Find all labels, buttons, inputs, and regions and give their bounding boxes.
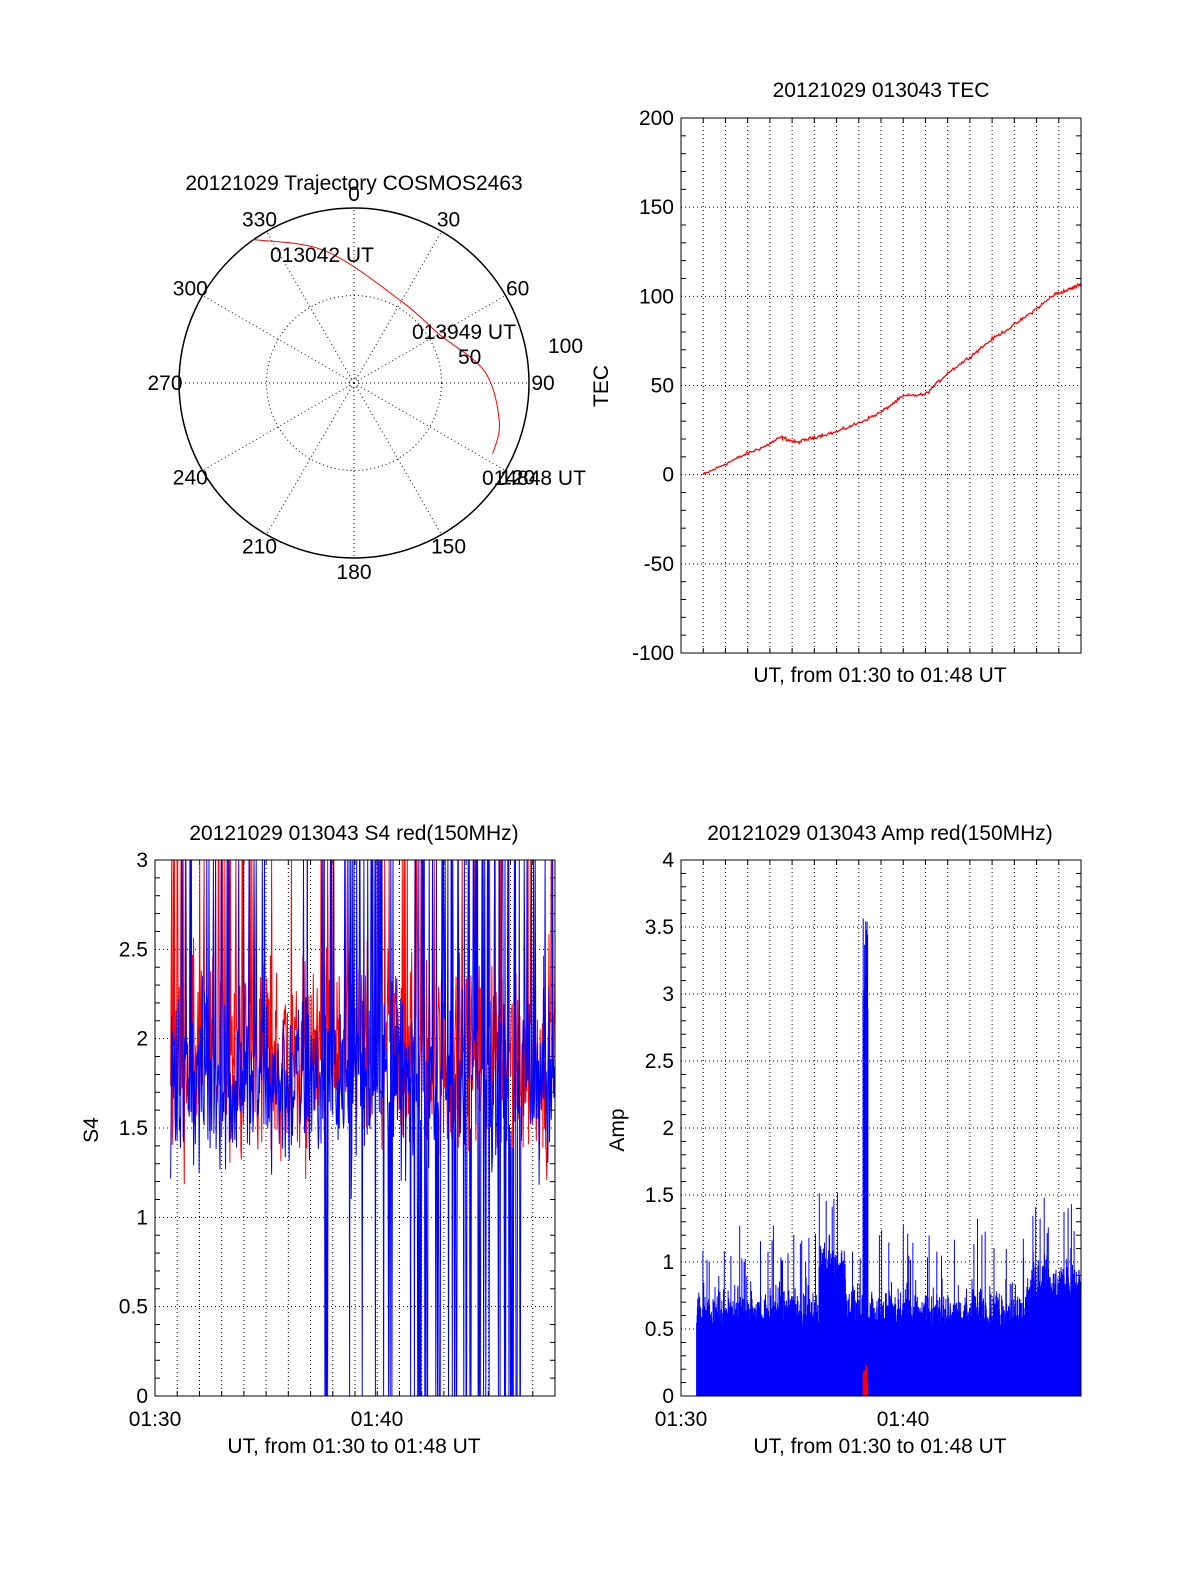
amp-red-series	[862, 1364, 869, 1396]
polar-spoke-150	[353, 382, 442, 535]
y-tick-label: 1.5	[119, 1117, 148, 1140]
polar-azimuth-label-30: 30	[437, 208, 460, 231]
s4-blue-series	[170, 859, 556, 1397]
s4-chart: 20121029 013043 S4 red(150MHz) 0 0.5 1 1.5 2…	[80, 822, 556, 1458]
s4-x-tick-0130: 01:30	[129, 1408, 182, 1431]
y-tick-label: 150	[639, 196, 674, 219]
polar-azimuth-label-210: 210	[242, 536, 277, 559]
trajectory-mid-label: 013949 UT	[412, 321, 516, 344]
y-tick-label: 1	[662, 1251, 674, 1274]
polar-title: 20121029 Trajectory COSMOS2463	[185, 172, 522, 195]
polar-outer-ring	[178, 207, 530, 559]
trajectory-line	[253, 239, 501, 454]
tec-chart: 20121029 013043 TEC -100-50050100150200 …	[590, 79, 1082, 687]
polar-azimuth-label-60: 60	[506, 278, 529, 301]
tec-y-tick-labels: -100 -50 0 50 100 150 200	[632, 107, 674, 665]
tec-title: 20121029 013043 TEC	[773, 79, 990, 102]
polar-grid	[178, 207, 530, 559]
y-tick-label: 1.5	[645, 1184, 674, 1207]
amp-x-tick-0130: 01:30	[655, 1408, 708, 1431]
tec-x-label: UT, from 01:30 to 01:48 UT	[753, 664, 1006, 687]
y-tick-label: 0	[136, 1385, 148, 1408]
tec-grid	[681, 118, 1081, 653]
amp-y-label: Amp	[606, 1108, 629, 1151]
y-tick-label: 3.5	[645, 916, 674, 939]
y-tick-label: 0.5	[119, 1296, 148, 1319]
amp-blue-series	[696, 918, 1082, 1396]
amp-plot-frame	[680, 859, 1082, 1397]
amp-title: 20121029 013043 Amp red(150MHz)	[707, 822, 1053, 845]
amp-chart: 20121029 013043 Amp red(150MHz) 0 0.5 1 1.5…	[606, 822, 1082, 1458]
s4-title: 20121029 013043 S4 red(150MHz)	[189, 822, 518, 845]
polar-azimuth-label-300: 300	[173, 278, 208, 301]
y-tick-label: 200	[639, 107, 674, 130]
y-tick-label: -100	[632, 642, 674, 665]
polar-spoke-120	[353, 382, 506, 471]
y-tick-label: 2.5	[645, 1050, 674, 1073]
polar-ring-50	[266, 295, 442, 471]
y-tick-label: 3	[662, 983, 674, 1006]
polar-azimuth-label-270: 270	[147, 372, 182, 395]
s4-x-tick-0140: 01:40	[351, 1408, 404, 1431]
polar-azimuth-label-150: 150	[431, 536, 466, 559]
amp-x-label: UT, from 01:30 to 01:48 UT	[753, 1435, 1006, 1458]
y-tick-label: 2.5	[119, 938, 148, 961]
polar-azimuth-label-0: 0	[348, 183, 360, 206]
s4-y-tick-labels: 0 0.5 1 1.5 2 2.5 3	[119, 849, 148, 1408]
y-tick-label: 1	[136, 1206, 148, 1229]
polar-chart: 20121029 Trajectory COSMOS2463 0 30 60 90 12…	[147, 172, 586, 584]
y-tick-label: -50	[644, 553, 674, 576]
polar-azimuth-label-330: 330	[242, 208, 277, 231]
y-tick-label: 3	[136, 849, 148, 872]
radial-label-100: 100	[548, 335, 583, 358]
y-tick-label: 2	[662, 1117, 674, 1140]
trajectory-end-label: 014848 UT	[482, 467, 586, 490]
polar-azimuth-label-90: 90	[531, 372, 554, 395]
y-tick-label: 0	[662, 1385, 674, 1408]
polar-spoke-210	[266, 382, 355, 535]
polar-azimuth-label-120: 120	[500, 467, 535, 490]
y-tick-label: 0.5	[645, 1318, 674, 1341]
tec-series-line	[702, 282, 1082, 475]
y-tick-label: 50	[651, 375, 674, 398]
polar-azimuth-label-240: 240	[173, 467, 208, 490]
polar-azimuth-label-180: 180	[336, 561, 371, 584]
radial-label-50: 50	[458, 346, 481, 369]
y-tick-label: 100	[639, 285, 674, 308]
y-tick-label: 2	[136, 1028, 148, 1051]
tec-plot-frame	[680, 117, 1082, 654]
y-tick-label: 0	[662, 464, 674, 487]
y-tick-label: 4	[662, 849, 674, 872]
trajectory-start-label: 013042 UT	[270, 244, 374, 267]
s4-x-label: UT, from 01:30 to 01:48 UT	[227, 1435, 480, 1458]
tec-y-label: TEC	[590, 365, 613, 407]
polar-azimuth-labels: 0 30 60 90 120 150 180 210 240 270 300 330	[147, 183, 554, 584]
amp-x-tick-0140: 01:40	[877, 1408, 930, 1431]
amp-y-tick-labels: 0 0.5 1 1.5 2 2.5 3 3.5 4	[645, 849, 675, 1408]
s4-plot-frame	[154, 859, 556, 1397]
s4-y-label: S4	[80, 1117, 103, 1143]
